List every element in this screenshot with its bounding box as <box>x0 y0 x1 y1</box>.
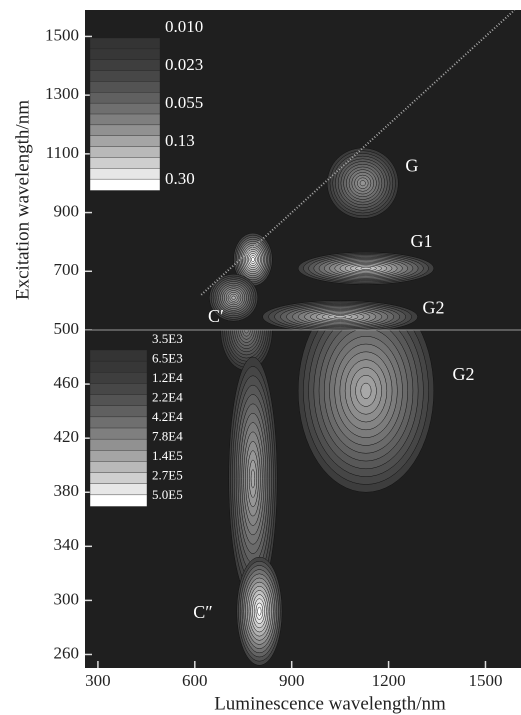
legend-swatch <box>90 473 147 485</box>
contour-ring <box>232 296 236 300</box>
legend-label: 2.7E5 <box>152 467 183 482</box>
x-tick-label: 300 <box>85 671 111 690</box>
y-tick-label: 420 <box>54 427 80 446</box>
contour-ring <box>334 316 346 318</box>
legend-swatch <box>90 103 160 114</box>
legend-swatch <box>90 81 160 92</box>
contour-ring <box>258 607 261 615</box>
legend-swatch <box>90 450 147 462</box>
legend-swatch <box>90 92 160 103</box>
y-tick-label: 700 <box>54 260 80 279</box>
legend-swatch <box>90 372 147 384</box>
legend-swatch <box>90 71 160 82</box>
legend-swatch <box>90 484 147 496</box>
annotation: C″ <box>193 602 213 622</box>
legend-label: 0.010 <box>165 17 203 36</box>
legend-swatch <box>90 417 147 429</box>
legend-swatch <box>90 147 160 158</box>
legend-label: 1.4E5 <box>152 448 183 463</box>
legend-swatch <box>90 428 147 440</box>
legend-label: 3.5E3 <box>152 331 183 346</box>
y-tick-label: 260 <box>54 643 80 662</box>
legend-swatch <box>90 157 160 168</box>
legend-swatch <box>90 395 147 407</box>
annotation: G2 <box>453 364 475 384</box>
x-tick-label: 1200 <box>372 671 406 690</box>
x-tick-label: 1500 <box>468 671 502 690</box>
x-axis-label: Luminescence wavelength/nm <box>214 693 446 714</box>
legend-label: 1.2E4 <box>152 370 183 385</box>
legend-swatch <box>90 350 147 362</box>
y-tick-label: 1500 <box>45 25 79 44</box>
legend-swatch <box>90 179 160 190</box>
annotation: C′ <box>208 306 224 326</box>
legend-swatch <box>90 125 160 136</box>
legend-swatch <box>90 361 147 373</box>
legend-label: 2.2E4 <box>152 389 183 404</box>
contour-ring <box>251 469 255 488</box>
legend-swatch <box>90 461 147 473</box>
legend-swatch <box>90 114 160 125</box>
legend-label: 5.0E5 <box>152 487 183 502</box>
legend-swatch <box>90 136 160 147</box>
legend-swatch <box>90 439 147 451</box>
annotation: G <box>405 155 418 175</box>
legend-label: 0.023 <box>165 55 203 74</box>
annotation: G2 <box>422 297 444 317</box>
contour-ring <box>361 383 371 399</box>
legend-swatch <box>90 383 147 395</box>
x-tick-label: 900 <box>279 671 305 690</box>
legend-swatch <box>90 38 160 49</box>
legend-label: 0.055 <box>165 93 203 112</box>
page: Luminescence wavelength/nm Excitation wa… <box>0 0 521 715</box>
y-tick-label: 1100 <box>46 143 79 162</box>
y-tick-label: 380 <box>54 481 80 500</box>
contour-ring <box>360 181 365 186</box>
legend-label: 6.5E3 <box>152 350 183 365</box>
y-tick-label: 900 <box>54 201 80 220</box>
legend-label: 7.8E4 <box>152 428 183 443</box>
legend-swatch <box>90 406 147 418</box>
legend-label: 0.30 <box>165 169 195 188</box>
legend-swatch <box>90 495 147 507</box>
y-tick-label: 340 <box>54 535 80 554</box>
y-tick-label: 300 <box>54 589 80 608</box>
legend-swatch <box>90 49 160 60</box>
chart: Luminescence wavelength/nm Excitation wa… <box>0 0 521 715</box>
x-tick-label: 600 <box>182 671 208 690</box>
y-tick-label: 1300 <box>45 84 79 103</box>
legend-label: 4.2E4 <box>152 409 183 424</box>
y-tick-label: 460 <box>54 373 80 392</box>
annotation: G1 <box>411 231 433 251</box>
y-tick-label: 500 <box>54 319 80 338</box>
contour-ring <box>251 258 254 262</box>
legend-swatch <box>90 168 160 179</box>
contour-ring <box>361 267 371 269</box>
legend-swatch <box>90 60 160 71</box>
legend-label: 0.13 <box>165 131 195 150</box>
y-axis-label: Excitation wavelength/nm <box>12 100 33 300</box>
